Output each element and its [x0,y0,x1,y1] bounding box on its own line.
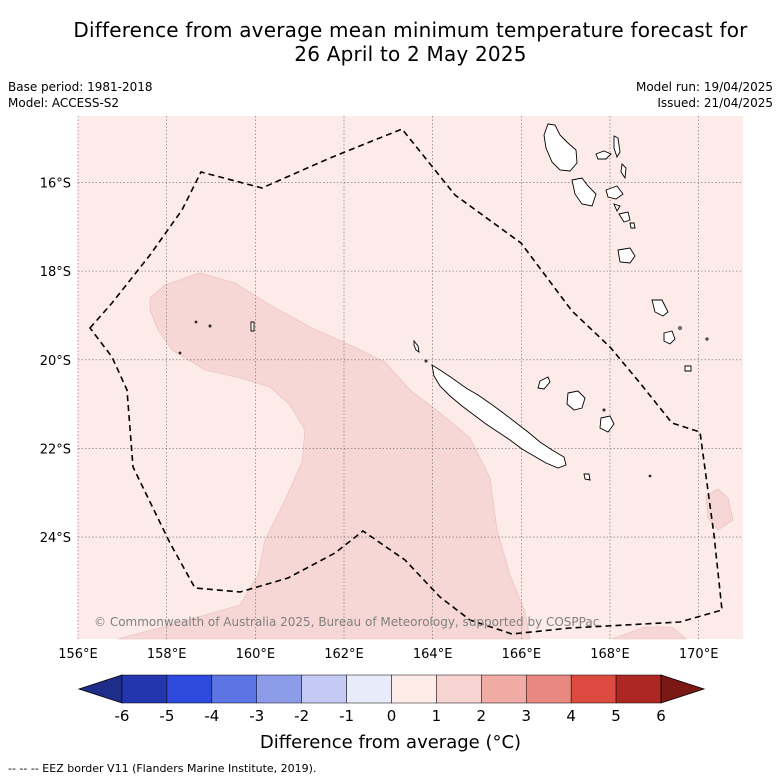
latitude-tick-label: 20°S [40,354,71,369]
longitude-tick-label: 162°E [324,647,364,662]
colorbar-tick-label: 3 [521,707,531,725]
colorbar [77,674,706,704]
small-islet-6 [424,359,428,363]
latitude-tick-label: 22°S [40,442,71,457]
colorbar-segment [526,674,572,704]
belep-islands-outline [413,339,420,353]
warm-anomaly-region [117,272,531,640]
espiritu-santo-outline [543,123,578,172]
colorbar-segment [481,674,527,704]
malekula-outline [571,177,597,207]
lifou-outline [566,390,586,411]
warm-anomaly-patch-east [705,488,734,531]
latitude-tick-labels: 16°S 18°S 20°S 22°S 24°S [40,176,71,546]
colorbar-segment [166,674,213,704]
copyright-text: © Commonwealth of Australia 2025, Bureau… [94,615,599,629]
colorbar-segment [436,674,482,704]
small-islet-2 [705,337,709,341]
colorbar-tick-label: -4 [204,707,219,725]
colorbar-segment [615,674,662,704]
longitude-tick-label: 164°E [413,647,453,662]
colorbar-segment [570,674,617,704]
eez-border [88,128,723,635]
colorbar-tick-label: -1 [339,707,354,725]
longitude-tick-label: 156°E [58,647,98,662]
colorbar-segment [301,674,347,704]
colorbar-title: Difference from average (°C) [259,732,522,753]
colorbar-segment [121,674,168,704]
colorbar-segment [256,674,302,704]
warm-anomaly-patch-south [611,626,687,640]
colorbar-tick-label: 1 [432,707,442,725]
colorbar-tick-label: 4 [566,707,576,725]
colorbar-tick-label: 2 [477,707,487,725]
latitude-tick-label: 16°S [40,176,71,191]
ambae-outline [595,150,612,160]
futuna-islet-outline [684,365,692,372]
ouvea-outline [537,376,551,390]
eez-footnote: -- -- -- EEZ border V11 (Flanders Marine… [8,762,317,775]
small-islet-4 [208,324,212,328]
colorbar-tick-label: 6 [656,707,666,725]
base-period: Base period: 1981-2018 [8,80,153,94]
issued-date: Issued: 21/04/2025 [657,96,773,110]
new-caledonia-outline [431,364,567,469]
colorbar-tick-label: -5 [159,707,174,725]
colorbar-tick-label: 5 [611,707,621,725]
colorbar-segment [211,674,257,704]
meta-left: Base period: 1981-2018 Model: ACCESS-S2 [8,79,153,111]
title-line-2: 26 April to 2 May 2025 [294,42,527,66]
isle-of-pines-outline [583,473,591,481]
maewo-outline [613,135,621,159]
small-islet-5 [178,351,182,355]
colorbar-segment [391,674,437,704]
ambrym-outline [605,185,624,200]
longitude-tick-label: 158°E [147,647,187,662]
mare-outline [599,415,615,433]
map-title: Difference from average mean minimum tem… [40,18,781,66]
title-line-1: Difference from average mean minimum tem… [73,18,748,42]
small-islet-3 [194,320,198,324]
small-islet-8 [648,474,652,478]
small-islet-7 [602,408,606,412]
land-outlines [178,123,709,481]
model-name: Model: ACCESS-S2 [8,96,120,110]
latitude-tick-label: 18°S [40,265,71,280]
efate-outline [618,211,631,223]
longitude-tick-label: 170°E [679,647,719,662]
erromango-outline [617,247,636,264]
colorbar-extend-high [660,674,706,704]
longitude-tick-label: 168°E [590,647,630,662]
gridlines [77,116,743,639]
longitude-tick-labels: 156°E 158°E 160°E 162°E 164°E 166°E 168°E 170°E [58,647,718,662]
aneityum-outline [663,330,676,345]
colorbar-tick-label: 0 [387,707,397,725]
latitude-tick-label: 24°S [40,531,71,546]
colorbar-tick-label: -2 [294,707,309,725]
longitude-tick-label: 160°E [236,647,276,662]
small-islet-1 [678,326,682,330]
longitude-tick-label: 166°E [502,647,542,662]
tanna-outline [651,299,669,317]
colorbar-tick-labels: -6 -5 -4 -3 -2 -1 0 1 2 3 4 5 6 [115,707,666,725]
colorbar-segment [346,674,392,704]
epi-outline [613,203,621,212]
colorbar-tick-label: -3 [249,707,264,725]
model-run: Model run: 19/04/2025 [635,80,773,94]
colorbar-tick-label: -6 [115,707,130,725]
meta-right: Model run: 19/04/2025 Issued: 21/04/2025 [636,79,773,111]
shepherd-islands-outline [629,222,636,229]
chesterfield-islet-outline [250,321,255,332]
pentecost-outline [620,163,627,180]
colorbar-extend-low [77,674,123,704]
